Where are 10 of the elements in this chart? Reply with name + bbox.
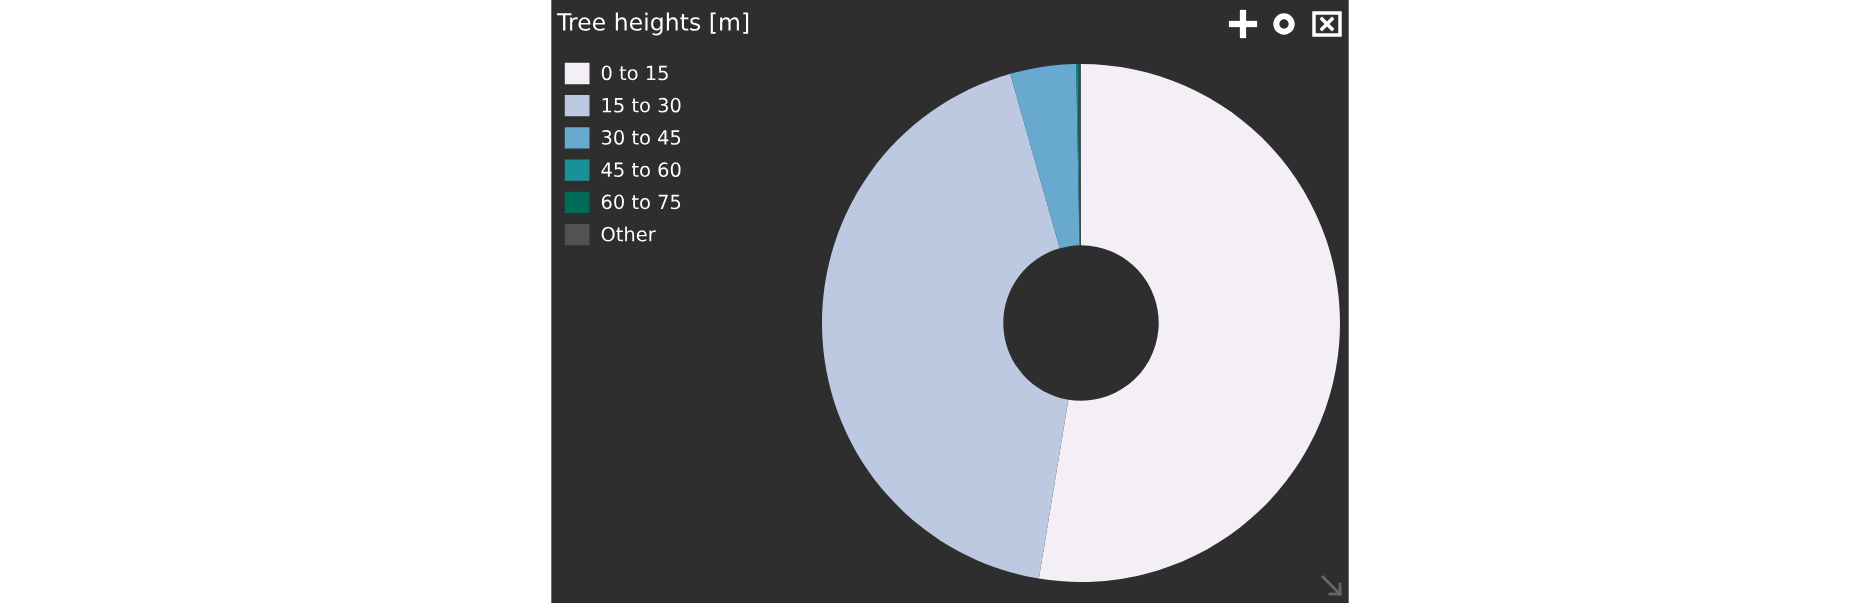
- donut-slice: [1010, 64, 1080, 249]
- legend-label: 0 to 15: [601, 65, 668, 81]
- legend-label: 45 to 60: [601, 162, 681, 178]
- donut-slice: [1038, 64, 1340, 582]
- legend-label: 60 to 75: [601, 194, 681, 210]
- legend-label: Other: [601, 226, 656, 242]
- donut-slice: [822, 73, 1069, 579]
- chart-title: Tree heights [m]: [556, 12, 749, 36]
- legend-label: 15 to 30: [602, 97, 681, 113]
- legend-label: 30 to 45: [601, 130, 681, 145]
